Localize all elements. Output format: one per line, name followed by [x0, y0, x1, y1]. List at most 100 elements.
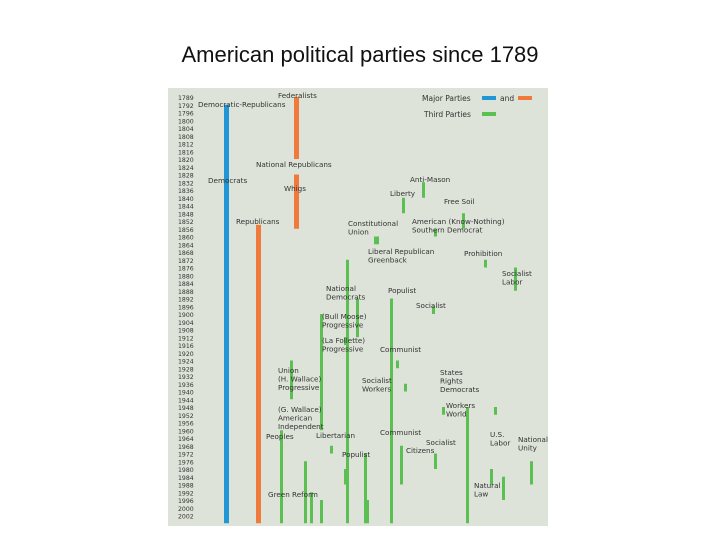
- legend-third-label: Third Parties: [423, 110, 471, 119]
- year-tick-label: 1932: [178, 374, 194, 381]
- year-tick-label: 1912: [178, 335, 194, 342]
- party-label-nat-unity: Unity: [518, 444, 538, 453]
- party-label-anti-mason: Anti-Mason: [410, 175, 450, 184]
- year-tick-label: 1860: [178, 235, 194, 242]
- year-tick-label: 1804: [178, 126, 194, 133]
- year-tick-label: 1956: [178, 421, 194, 428]
- year-tick-label: 1960: [178, 428, 194, 435]
- year-tick-label: 1864: [178, 242, 194, 249]
- party-bar: [422, 182, 425, 198]
- party-label-democrats: Democrats: [208, 176, 247, 185]
- party-bar: [390, 298, 393, 524]
- party-bar: [484, 259, 487, 268]
- party-label-states-rights: Rights: [440, 377, 463, 386]
- year-tick-label: 1996: [178, 498, 194, 505]
- party-bar: [400, 445, 403, 485]
- party-label-g-wallace: (G. Wallace): [278, 405, 322, 414]
- legend-major-orange-swatch: [518, 96, 532, 100]
- year-tick-label: 1888: [178, 289, 194, 296]
- party-bar: [290, 360, 293, 400]
- party-label-union: Progressive: [278, 383, 320, 392]
- party-label-natural-law: Law: [474, 490, 488, 499]
- year-tick-label: 1820: [178, 157, 194, 164]
- year-tick-label: 1948: [178, 405, 194, 412]
- party-label-la-follette: (La Follette): [322, 336, 365, 345]
- party-bar: [514, 267, 517, 291]
- party-label-free-soil: Free Soil: [444, 197, 475, 206]
- year-tick-label: 1904: [178, 320, 194, 327]
- slide-title: American political parties since 1789: [181, 42, 539, 67]
- party-label-citizens: Citizens: [406, 446, 435, 455]
- year-tick-label: 1880: [178, 273, 194, 280]
- party-label-socialist-2: Socialist: [426, 438, 456, 447]
- year-tick-label: 1940: [178, 390, 194, 397]
- party-bar: [530, 461, 533, 485]
- legend-third-swatch: [482, 112, 496, 116]
- party-label-states-rights: States: [440, 368, 463, 377]
- year-tick-label: 1852: [178, 219, 194, 226]
- party-label-union: Union: [278, 366, 299, 375]
- year-tick-label: 1936: [178, 382, 194, 389]
- year-tick-label: 1900: [178, 312, 194, 319]
- party-label-lib-rep: Greenback: [368, 256, 408, 265]
- year-tick-label: 1916: [178, 343, 194, 350]
- year-tick-label: 1872: [178, 258, 194, 265]
- party-label-workers-world: World: [446, 410, 467, 419]
- party-label-lib-rep: Liberal Republican: [368, 247, 434, 256]
- party-label-natural-law: Natural: [474, 481, 501, 490]
- party-label-dem-rep: Democratic-Republicans: [198, 100, 286, 109]
- year-tick-label: 1812: [178, 142, 194, 149]
- year-tick-label: 1840: [178, 196, 194, 203]
- party-label-const-union: Union: [348, 228, 369, 237]
- year-tick-label: 1808: [178, 134, 194, 141]
- party-label-american: Southern Democrat: [412, 226, 483, 235]
- party-bar: [346, 259, 349, 524]
- party-label-american: American (Know-Nothing): [412, 217, 505, 226]
- party-bar: [434, 453, 437, 469]
- party-label-populist-2: Populist: [342, 450, 370, 459]
- party-bar: [502, 476, 505, 500]
- party-bar: [294, 174, 299, 190]
- party-label-nat-unity: National: [518, 435, 548, 444]
- party-bar: [374, 236, 377, 245]
- party-bar: [224, 174, 229, 524]
- party-label-nat-rep: National Republicans: [256, 160, 332, 169]
- party-label-republicans: Republicans: [236, 217, 280, 226]
- party-bar: [356, 298, 359, 338]
- year-tick-label: 1800: [178, 118, 194, 125]
- party-bar: [404, 383, 407, 392]
- year-tick-label: 1976: [178, 459, 194, 466]
- party-bar: [310, 492, 313, 524]
- year-tick-label: 1992: [178, 490, 194, 497]
- party-bar: [366, 500, 369, 524]
- year-tick-label: 1952: [178, 413, 194, 420]
- year-tick-label: 1944: [178, 397, 194, 404]
- year-tick-label: 1884: [178, 281, 194, 288]
- party-label-soc-labor: Labor: [502, 278, 522, 287]
- party-bar: [364, 453, 367, 524]
- party-bar: [434, 228, 437, 237]
- legend-major-label: Major Parties: [422, 94, 471, 103]
- party-label-communist: Communist: [380, 345, 421, 354]
- year-tick-label: 1824: [178, 165, 194, 172]
- party-label-la-follette: Progressive: [322, 345, 364, 354]
- party-label-union: (H. Wallace): [278, 375, 321, 384]
- year-tick-label: 1928: [178, 366, 194, 373]
- party-label-workers-world: Workers: [446, 401, 475, 410]
- year-tick-label: 1848: [178, 211, 194, 218]
- year-tick-label: 1844: [178, 204, 194, 211]
- year-tick-label: 1920: [178, 351, 194, 358]
- party-label-libertarian: Libertarian: [316, 431, 355, 440]
- year-tick-label: 1868: [178, 250, 194, 257]
- party-bar: [432, 306, 435, 314]
- year-tick-label: 1924: [178, 359, 194, 366]
- year-tick-label: 1832: [178, 180, 194, 187]
- legend-major-blue-swatch: [482, 96, 496, 100]
- party-label-liberty: Liberty: [390, 189, 416, 198]
- year-tick-label: 1984: [178, 475, 194, 482]
- party-label-federalists: Federalists: [278, 91, 317, 100]
- year-tick-label: 1892: [178, 297, 194, 304]
- party-bar: [344, 469, 347, 485]
- party-bar: [256, 224, 261, 524]
- party-bar: [294, 190, 299, 229]
